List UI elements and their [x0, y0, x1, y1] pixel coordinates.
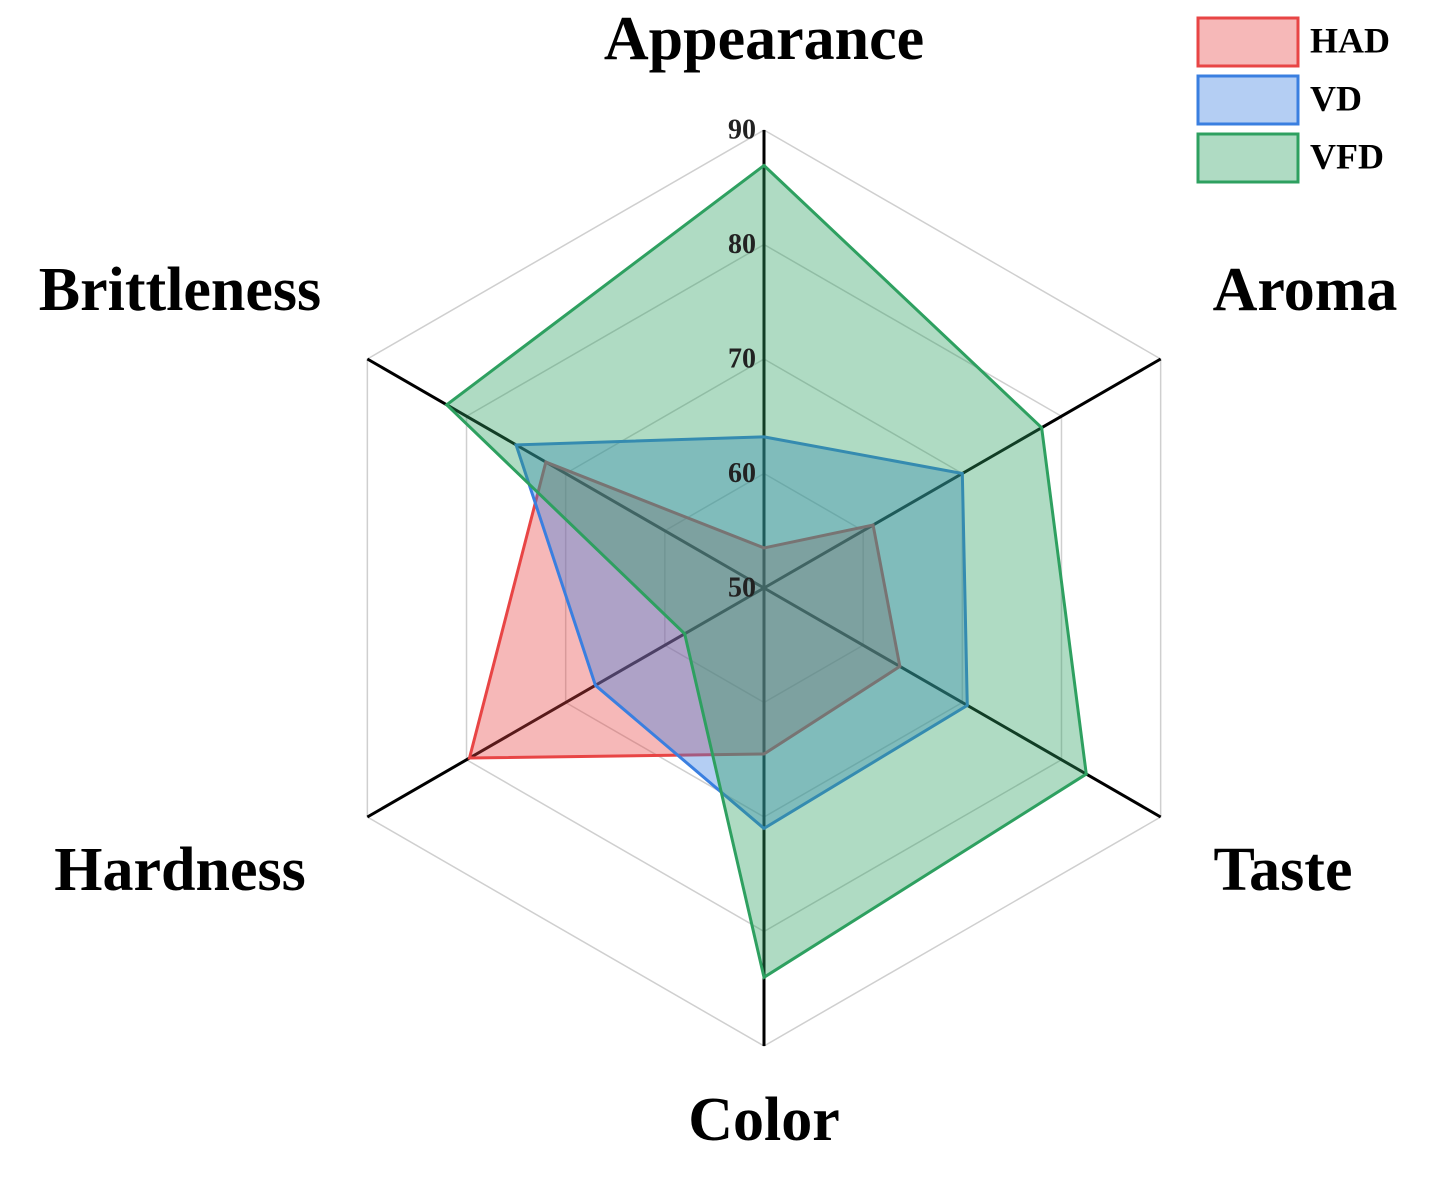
legend-swatch: [1196, 74, 1300, 126]
series-area: [467, 460, 902, 760]
legend-swatch: [1196, 132, 1300, 184]
axis-spoke: [763, 586, 1162, 819]
category-label: Appearance: [604, 5, 924, 73]
r-tick-label: 60: [728, 458, 756, 489]
axis-spoke: [366, 586, 765, 819]
legend-label: VFD: [1310, 136, 1384, 176]
category-label: Hardness: [54, 836, 305, 904]
legend-label: HAD: [1310, 20, 1390, 60]
r-tick-label: 70: [728, 343, 756, 374]
series-area: [444, 163, 1088, 980]
legend-swatch: [1196, 16, 1300, 68]
category-label: Taste: [1214, 836, 1353, 904]
axis-spoke: [366, 357, 765, 590]
r-tick-label: 90: [728, 114, 756, 145]
r-tick-label: 50: [728, 572, 756, 603]
category-label: Brittleness: [39, 256, 321, 324]
r-tick-label: 80: [728, 229, 756, 260]
legend-label: VD: [1310, 78, 1362, 118]
category-label: Aroma: [1213, 256, 1398, 324]
series-area: [514, 435, 969, 831]
category-label: Color: [688, 1086, 840, 1154]
